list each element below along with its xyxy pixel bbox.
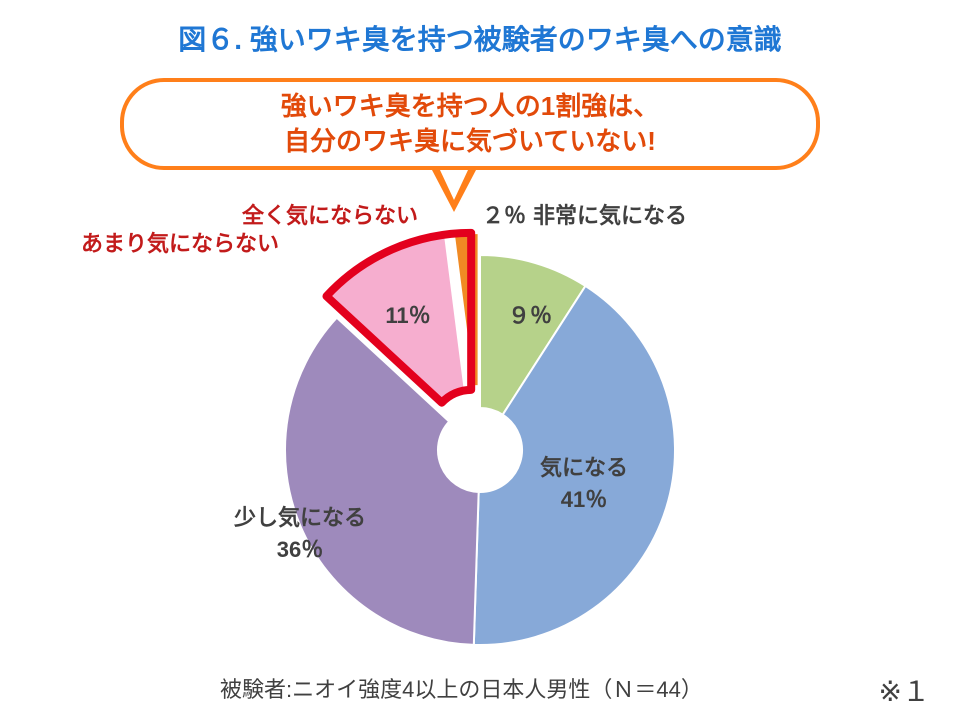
pct-label: 少し気になる 36％ — [230, 500, 370, 564]
callout-tail-inner — [440, 170, 468, 200]
pie-svg — [0, 220, 960, 650]
pct-label: 気になる 41％ — [514, 450, 654, 514]
chart-title: 図６. 強いワキ臭を持つ被験者のワキ臭への意識 — [0, 18, 960, 58]
pct-label: ９％ — [460, 298, 600, 330]
pct-label: 11％ — [338, 298, 478, 330]
footnote-marker: ※１ — [879, 670, 930, 710]
ext-label: 全く気にならない — [210, 198, 450, 230]
ext-label: 非常に気になる — [490, 198, 730, 230]
callout-bubble: 強いワキ臭を持つ人の1割強は、 自分のワキ臭に気づいていない! — [120, 78, 820, 170]
footer-caption: 被験者:ニオイ強度4以上の日本人男性（Ｎ＝44） — [220, 672, 703, 704]
ext-label: あまり気にならない — [60, 226, 300, 258]
pie-chart: ９％気になる 41％少し気になる 36％11％２％非常に気になるあまり気にならな… — [0, 220, 960, 650]
